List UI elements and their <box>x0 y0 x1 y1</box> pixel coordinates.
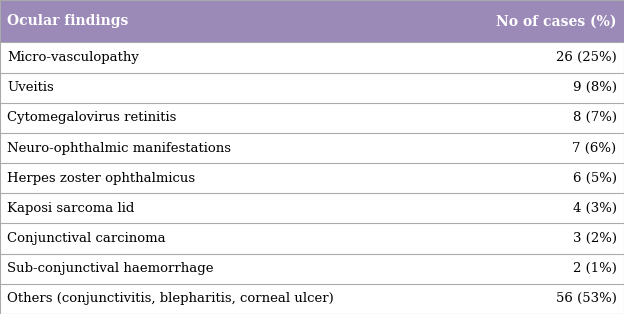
Text: Uveitis: Uveitis <box>7 81 54 94</box>
Text: Cytomegalovirus retinitis: Cytomegalovirus retinitis <box>7 111 177 124</box>
Text: 2 (1%): 2 (1%) <box>573 262 617 275</box>
Text: Ocular findings: Ocular findings <box>7 14 129 28</box>
Text: Neuro-ophthalmic manifestations: Neuro-ophthalmic manifestations <box>7 142 232 154</box>
Text: Herpes zoster ophthalmicus: Herpes zoster ophthalmicus <box>7 172 195 185</box>
Text: No of cases (%): No of cases (%) <box>496 14 617 28</box>
Text: Sub-conjunctival haemorrhage: Sub-conjunctival haemorrhage <box>7 262 214 275</box>
Text: 6 (5%): 6 (5%) <box>572 172 617 185</box>
Text: 7 (6%): 7 (6%) <box>572 142 617 154</box>
Text: 8 (7%): 8 (7%) <box>572 111 617 124</box>
Text: 4 (3%): 4 (3%) <box>572 202 617 215</box>
Text: 56 (53%): 56 (53%) <box>555 292 617 306</box>
Text: 3 (2%): 3 (2%) <box>572 232 617 245</box>
Text: Micro-vasculopathy: Micro-vasculopathy <box>7 51 139 64</box>
Text: 26 (25%): 26 (25%) <box>556 51 617 64</box>
Text: Kaposi sarcoma lid: Kaposi sarcoma lid <box>7 202 135 215</box>
Text: Others (conjunctivitis, blepharitis, corneal ulcer): Others (conjunctivitis, blepharitis, cor… <box>7 292 334 306</box>
Bar <box>0 0 624 42</box>
Text: 9 (8%): 9 (8%) <box>572 81 617 94</box>
Text: Conjunctival carcinoma: Conjunctival carcinoma <box>7 232 166 245</box>
